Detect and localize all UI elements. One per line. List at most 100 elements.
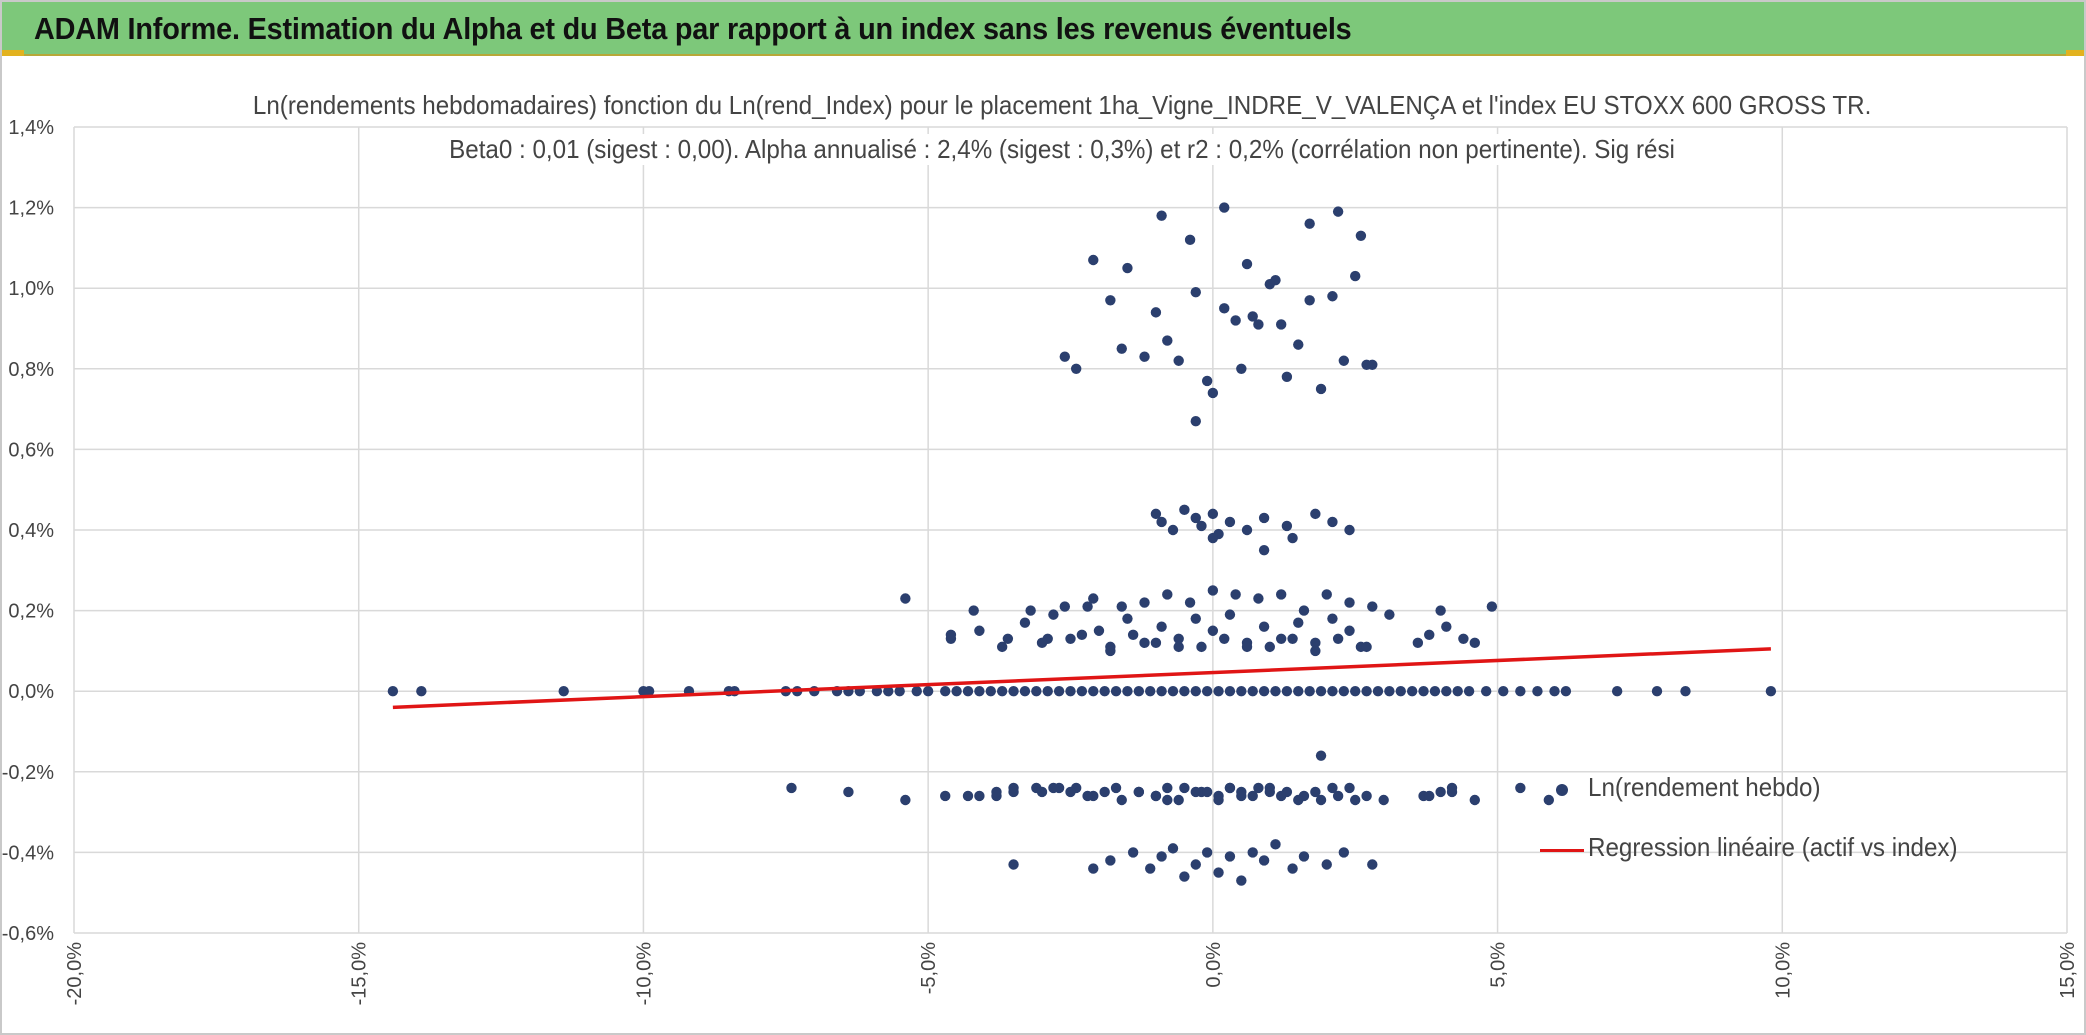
data-point <box>900 593 911 604</box>
data-point <box>1315 794 1327 806</box>
data-point <box>1253 593 1264 604</box>
data-point <box>1298 605 1310 616</box>
data-point <box>1076 629 1088 640</box>
data-point <box>1065 786 1076 798</box>
data-point <box>1560 686 1572 697</box>
data-point <box>1480 686 1492 697</box>
chart-title: Ln(rendements hebdomadaires) fonction du… <box>72 90 2052 121</box>
data-point <box>1048 609 1059 620</box>
data-point <box>1241 524 1253 536</box>
data-point <box>1105 855 1116 866</box>
data-point <box>974 625 985 636</box>
data-point <box>1150 508 1162 520</box>
data-point <box>974 790 985 802</box>
data-point <box>1446 782 1458 794</box>
data-point <box>387 686 399 697</box>
data-point <box>1173 633 1184 645</box>
data-point <box>1196 520 1207 532</box>
data-point <box>1253 782 1264 794</box>
data-point <box>1241 641 1253 653</box>
data-point <box>1327 516 1338 528</box>
legend-marker-dot <box>1556 784 1568 796</box>
data-point <box>1549 686 1560 697</box>
data-point <box>1275 319 1287 330</box>
data-point <box>1247 790 1258 802</box>
data-point <box>1110 686 1122 697</box>
data-point <box>1315 750 1327 761</box>
x-tick-label: -20,0% <box>64 942 86 1006</box>
data-point <box>1281 686 1293 697</box>
data-point <box>1304 295 1315 306</box>
data-point <box>1327 613 1338 624</box>
x-tick-label: -10,0% <box>633 942 655 1006</box>
data-point <box>883 686 894 697</box>
data-point <box>1315 383 1327 395</box>
data-point <box>1543 794 1555 806</box>
data-point <box>1361 790 1372 802</box>
data-point <box>1395 686 1406 697</box>
data-point <box>1116 794 1127 806</box>
data-point <box>1019 617 1031 628</box>
data-point <box>1162 794 1173 806</box>
data-point <box>1287 863 1298 874</box>
data-point <box>1059 351 1071 362</box>
data-point <box>1236 875 1247 886</box>
data-point <box>1344 782 1355 794</box>
data-point <box>1236 363 1247 374</box>
data-point <box>1082 790 1093 802</box>
data-point <box>1201 847 1213 858</box>
data-point <box>1139 637 1150 649</box>
data-point <box>1190 415 1201 427</box>
x-tick-label: 0,0% <box>1203 942 1225 988</box>
data-point <box>1224 686 1236 697</box>
data-point <box>1105 295 1116 306</box>
data-point <box>1167 686 1179 697</box>
y-tick-label: 1,4% <box>8 117 54 139</box>
data-point <box>1190 287 1201 298</box>
data-point <box>1167 524 1179 536</box>
corner-marker <box>2 50 24 56</box>
data-point <box>1008 686 1019 697</box>
data-point <box>1207 387 1219 399</box>
data-point <box>1287 633 1298 645</box>
data-point <box>1332 206 1344 217</box>
data-point <box>1201 786 1213 798</box>
data-point <box>1133 686 1145 697</box>
regression-line <box>392 647 1771 710</box>
data-point <box>1293 339 1304 350</box>
data-point <box>1122 686 1133 697</box>
data-point <box>1532 686 1543 697</box>
data-point <box>985 686 996 697</box>
data-point <box>1355 230 1367 242</box>
data-point <box>1219 303 1230 314</box>
data-point <box>1247 847 1258 858</box>
data-point <box>1190 786 1201 798</box>
data-point <box>1327 782 1338 794</box>
data-point <box>1264 786 1276 798</box>
data-point <box>940 790 951 802</box>
data-point <box>1327 686 1338 697</box>
data-point <box>996 686 1008 697</box>
y-tick-label: -0,2% <box>2 762 54 784</box>
data-point <box>1156 621 1167 632</box>
data-point <box>1082 601 1093 612</box>
data-point <box>1139 351 1150 362</box>
data-point <box>1378 794 1389 806</box>
data-point <box>1338 355 1350 366</box>
data-point <box>1321 859 1332 870</box>
data-point <box>1031 686 1042 697</box>
data-point <box>1213 867 1224 878</box>
data-point <box>1258 544 1270 556</box>
data-point <box>1145 686 1156 697</box>
data-point <box>996 641 1008 653</box>
data-point <box>900 794 911 806</box>
data-point <box>1344 597 1355 608</box>
data-point <box>962 686 974 697</box>
data-point <box>1469 637 1480 649</box>
data-point <box>1304 218 1315 229</box>
data-point <box>1230 315 1241 326</box>
data-point <box>1287 532 1298 544</box>
corner-marker <box>2066 50 2084 56</box>
data-point <box>962 790 974 802</box>
data-point <box>1008 782 1019 794</box>
